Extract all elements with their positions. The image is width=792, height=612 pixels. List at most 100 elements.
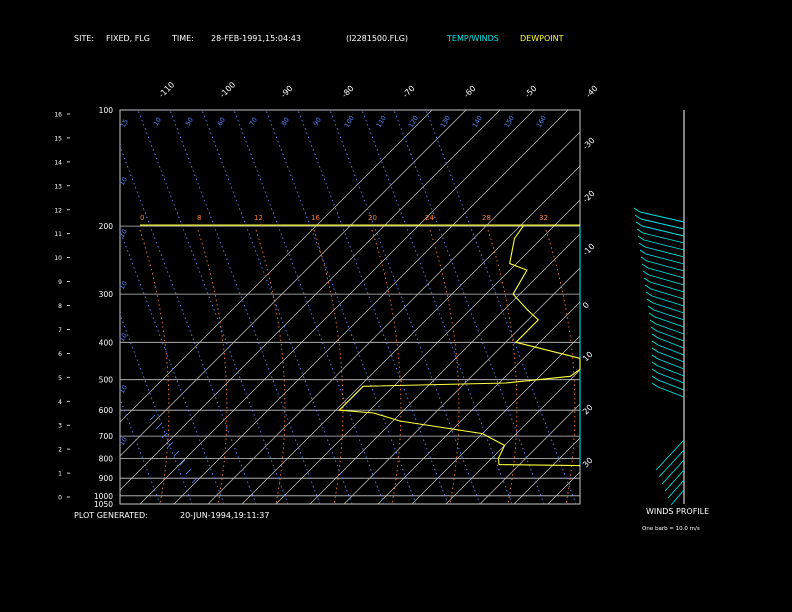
wind-barb-shaft — [645, 253, 685, 265]
height-tick-label: 12 — [54, 207, 62, 214]
adiabat-label: 12 — [254, 214, 263, 222]
series-layer — [140, 224, 581, 467]
wind-barb-tick — [651, 333, 659, 339]
isotherm-line — [120, 110, 433, 423]
clipped-grid — [120, 110, 580, 504]
adiabat-label: 16 — [311, 214, 320, 222]
wind-barb-shaft — [650, 288, 685, 300]
pressure-tick-label: 100 — [99, 106, 114, 115]
wind-barb-tick — [639, 249, 647, 255]
pressure-tick-label: 900 — [99, 474, 114, 483]
wind-barb-tick — [650, 326, 658, 332]
mixing-ratio-line — [233, 110, 385, 504]
winds-note: One barb = 10.0 m/s — [642, 526, 700, 532]
mixing-ratio-side-label: 10 — [118, 436, 129, 447]
mixing-ratio-line — [201, 110, 353, 504]
wind-barb-shaft — [654, 316, 685, 328]
wind-barb-tick — [645, 291, 653, 297]
wind-barb-tick — [640, 256, 648, 262]
isotherm-line — [377, 301, 580, 504]
wind-barb-shaft — [649, 281, 685, 293]
mixing-ratio-side-label: 10 — [118, 228, 129, 239]
legend-temp: TEMP/WINDS — [446, 34, 499, 43]
dewpoint-line — [337, 225, 581, 467]
blue-dash-mark — [179, 459, 186, 466]
mixing-ratio-side-label: 10 — [118, 280, 129, 291]
mixing-ratio-line — [329, 110, 481, 504]
blue-dash-mark — [161, 432, 168, 439]
wind-barb-shaft — [641, 225, 685, 237]
dry-adiabat-line — [545, 229, 576, 504]
height-tick-label: 5 — [58, 375, 62, 382]
adiabat-label: 24 — [425, 214, 434, 222]
wind-barb-shaft — [657, 358, 685, 370]
pressure-tick-label: 800 — [99, 454, 114, 463]
pressure-tick-label: 1000 — [94, 492, 113, 501]
wind-barb-shaft-low — [661, 459, 685, 485]
time-value: 28-FEB-1991,15:04:43 — [211, 34, 301, 43]
wind-barb-tick — [651, 340, 659, 346]
wind-barb-tick — [636, 228, 644, 234]
height-tick-label: 4 — [58, 399, 62, 406]
wind-barb-shaft-low — [667, 479, 685, 499]
wind-barb-tick — [638, 242, 646, 248]
isotherm-line — [173, 110, 569, 504]
wind-barb-tick — [649, 319, 657, 325]
pressure-tick-label: 700 — [99, 432, 114, 441]
isotherm-line — [120, 110, 501, 491]
wind-barb-tick — [651, 354, 659, 360]
isotherm-line — [479, 403, 580, 504]
wind-barb-tick — [642, 270, 650, 276]
adiabat-label: 20 — [368, 214, 377, 222]
generated-label: PLOT GENERATED: — [74, 511, 148, 520]
height-tick-label: 14 — [54, 159, 62, 166]
blue-dash-mark — [149, 414, 156, 421]
wind-barb-shaft — [640, 218, 685, 230]
height-tick-label: 7 — [58, 327, 62, 334]
mixing-ratio-line — [297, 110, 449, 504]
site-value: FIXED, FLG — [106, 34, 150, 43]
dry-adiabat-line — [255, 229, 286, 504]
blue-dash-mark — [191, 477, 198, 484]
wind-barb-tick — [641, 263, 649, 269]
adiabat-label: 8 — [197, 214, 201, 222]
wind-barb-shaft-low — [670, 489, 685, 506]
dry-adiabat-line — [139, 229, 170, 504]
mixing-ratio-line — [137, 110, 289, 504]
wind-barb-shaft — [647, 267, 685, 279]
wind-barb-tick — [646, 298, 654, 304]
mixing-ratio-line — [120, 145, 257, 504]
blue-dash-mark — [173, 450, 180, 457]
height-tick-label: 11 — [54, 231, 62, 238]
file-id: (I2281500.FLG) — [346, 34, 408, 43]
winds-profile-title: WINDS PROFILE — [646, 507, 709, 516]
mixing-ratio-line — [265, 110, 417, 504]
wind-barb-shaft — [651, 295, 685, 307]
mixing-ratio-line — [425, 110, 577, 504]
wind-barb-shaft — [646, 260, 685, 272]
height-tick-label: 2 — [58, 447, 62, 454]
site-label: SITE: — [74, 34, 94, 43]
dry-adiabat-line — [371, 229, 402, 504]
wind-barbs — [633, 207, 685, 506]
dry-adiabat-line — [487, 229, 518, 504]
adiabat-label: 32 — [539, 214, 548, 222]
wind-barb-tick — [648, 312, 656, 318]
pressure-tick-label: 400 — [99, 338, 114, 347]
height-tick-label: 15 — [54, 135, 62, 142]
wind-barb-tick — [647, 305, 655, 311]
wind-barb-shaft — [657, 337, 685, 349]
wind-barb-tick — [634, 214, 642, 220]
height-tick-label: 8 — [58, 303, 62, 310]
mixing-ratio-side-label: 10 — [118, 176, 129, 187]
wind-barb-shaft-low — [655, 439, 685, 471]
wind-barb-tick — [637, 235, 645, 241]
wind-barb-tick — [633, 207, 641, 213]
wind-barb-shaft — [657, 379, 685, 391]
wind-barb-tick — [644, 284, 652, 290]
mixing-ratio-line — [169, 110, 321, 504]
wind-barb-tick — [651, 375, 659, 381]
isotherm-line — [120, 110, 467, 457]
mixing-ratio-label: 15 — [119, 118, 130, 129]
wind-barb-tick — [651, 361, 659, 367]
